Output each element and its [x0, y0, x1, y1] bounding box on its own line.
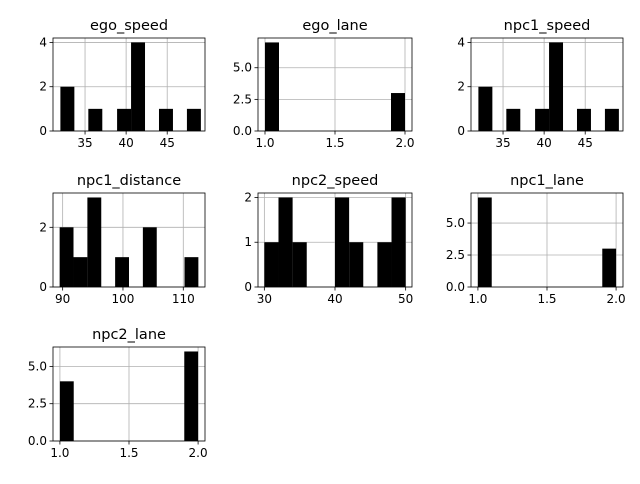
- y-tick-label: 0: [39, 280, 47, 294]
- axes-frame: [52, 37, 206, 132]
- y-tick-label: 0: [39, 124, 47, 138]
- histogram-bar: [87, 197, 102, 287]
- y-tick-label: 2: [39, 220, 47, 234]
- histogram-bar: [278, 197, 293, 287]
- subplot-ego_speed: 35 40 45 0 2 4 ego_speed: [39, 18, 206, 150]
- x-tick-label: 35: [495, 136, 510, 150]
- subplot-npc2_speed: 30 40 50 0 1 2 npc2_speed: [244, 173, 413, 306]
- y-tick-label: 4: [39, 35, 47, 49]
- histogram-bar: [131, 42, 146, 131]
- subplot-title: npc1_lane: [510, 173, 584, 189]
- axes-frame: [470, 37, 624, 132]
- y-tick-label: 5.0: [446, 216, 465, 230]
- y-tick-label: 2: [457, 80, 465, 94]
- x-tick-label: 40: [327, 292, 342, 306]
- subplot-title: npc2_lane: [92, 327, 166, 343]
- subplot-title: ego_speed: [90, 18, 168, 34]
- subplot-npc2_lane: 1.0 1.5 2.0 0.0 2.5 5.0 npc2_lane: [28, 327, 208, 460]
- y-tick-label: 2: [39, 80, 47, 94]
- histogram-bar: [292, 242, 307, 287]
- y-tick-label: 0: [244, 280, 252, 294]
- subplot-title: npc2_speed: [292, 173, 379, 189]
- subplot-title: npc1_distance: [77, 173, 181, 189]
- axes-frame: [52, 192, 206, 288]
- histogram-bar: [478, 86, 493, 131]
- histogram-bar: [535, 108, 550, 131]
- histogram-bar: [115, 257, 129, 287]
- histogram-bar: [549, 42, 564, 131]
- x-tick-label: 2.0: [395, 136, 414, 150]
- histogram-bar: [59, 381, 74, 441]
- subplot-ego_lane: 1.0 1.5 2.0 0.0 2.5 5.0 ego_lane: [233, 18, 415, 150]
- y-tick-label: 2: [244, 190, 252, 204]
- x-tick-label: 50: [398, 292, 413, 306]
- histogram-bar: [88, 108, 103, 131]
- histogram-bar: [349, 242, 364, 287]
- histogram-bar: [604, 108, 619, 131]
- histogram-bar: [73, 257, 88, 287]
- x-tick-label: 100: [112, 292, 135, 306]
- x-tick-label: 2.0: [189, 446, 208, 460]
- histogram-bar: [117, 108, 132, 131]
- histogram-bar: [477, 197, 492, 287]
- histogram-bar: [335, 197, 350, 287]
- x-tick-label: 1.5: [119, 446, 138, 460]
- histogram-bar: [142, 227, 157, 287]
- x-tick-label: 2.0: [607, 292, 626, 306]
- x-tick-label: 1.0: [50, 446, 69, 460]
- x-tick-label: 30: [257, 292, 272, 306]
- x-tick-label: 35: [77, 136, 92, 150]
- subplot-title: npc1_speed: [504, 18, 591, 34]
- y-tick-label: 2.5: [28, 397, 47, 411]
- histogram-bar: [391, 93, 405, 131]
- y-tick-label: 0: [457, 124, 465, 138]
- histogram-bar: [184, 257, 199, 287]
- y-tick-label: 2.5: [233, 92, 252, 106]
- histogram-bar: [391, 197, 406, 287]
- histogram-bar: [184, 351, 199, 441]
- histogram-bar: [602, 248, 617, 287]
- x-tick-label: 90: [55, 292, 70, 306]
- histogram-bar: [265, 42, 279, 131]
- subplot-title: ego_lane: [302, 18, 367, 34]
- histogram-bar: [506, 108, 521, 131]
- histogram-bar: [377, 242, 392, 287]
- y-tick-label: 5.0: [28, 359, 47, 373]
- x-tick-label: 1.5: [325, 136, 344, 150]
- x-tick-label: 1.0: [255, 136, 274, 150]
- x-tick-label: 45: [578, 136, 593, 150]
- y-tick-label: 0.0: [233, 124, 252, 138]
- x-tick-label: 45: [160, 136, 175, 150]
- histogram-bar: [158, 108, 173, 131]
- subplot-npc1_speed: 35 40 45 0 2 4 npc1_speed: [457, 18, 624, 150]
- histogram-bar: [60, 86, 75, 131]
- subplot-npc1_lane: 1.0 1.5 2.0 0.0 2.5 5.0 npc1_lane: [446, 173, 626, 306]
- histogram-bar: [264, 242, 279, 287]
- histogram-bar: [186, 108, 201, 131]
- x-tick-label: 1.5: [537, 292, 556, 306]
- x-tick-label: 40: [536, 136, 551, 150]
- histogram-bar: [59, 227, 74, 287]
- y-tick-label: 4: [457, 35, 465, 49]
- y-tick-label: 0.0: [28, 434, 47, 448]
- y-tick-label: 2.5: [446, 248, 465, 262]
- x-tick-label: 1.0: [468, 292, 487, 306]
- x-tick-label: 40: [118, 136, 133, 150]
- y-tick-label: 0.0: [446, 280, 465, 294]
- subplot-npc1_distance: 90 100 110 0 2 npc1_distance: [39, 173, 206, 306]
- histogram-bar: [576, 108, 591, 131]
- y-tick-label: 5.0: [233, 61, 252, 75]
- y-tick-label: 1: [244, 235, 252, 249]
- x-tick-label: 110: [172, 292, 195, 306]
